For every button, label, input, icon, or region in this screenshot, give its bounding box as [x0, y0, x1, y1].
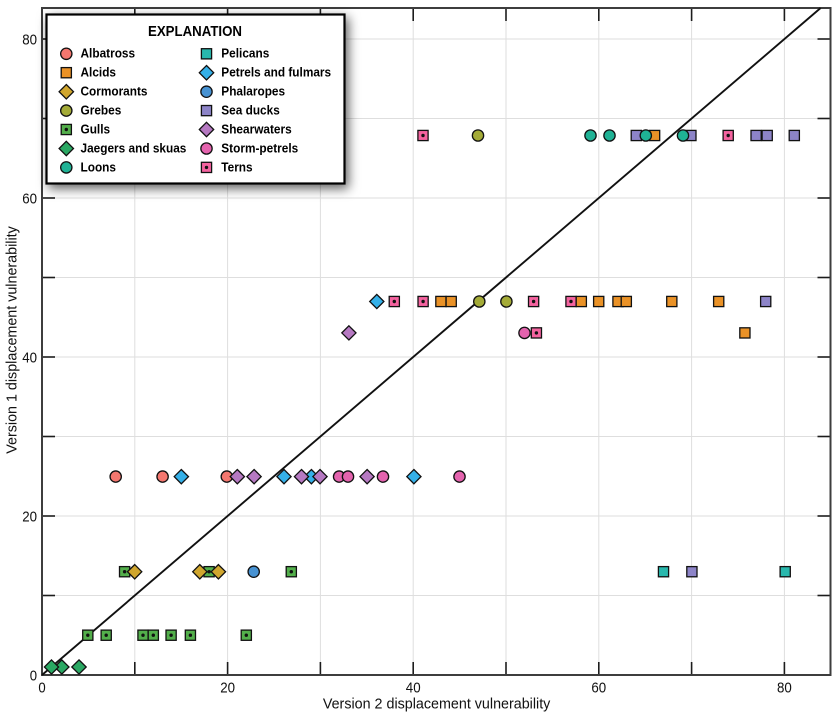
- svg-text:0: 0: [38, 679, 45, 696]
- svg-text:Pelicans: Pelicans: [221, 46, 269, 61]
- svg-text:80: 80: [777, 679, 792, 696]
- svg-text:Storm-petrels: Storm-petrels: [221, 140, 298, 155]
- svg-text:0: 0: [30, 668, 37, 685]
- svg-text:Alcids: Alcids: [81, 65, 117, 80]
- svg-text:Shearwaters: Shearwaters: [221, 121, 291, 136]
- svg-text:EXPLANATION: EXPLANATION: [148, 23, 242, 40]
- svg-text:Sea ducks: Sea ducks: [221, 103, 279, 118]
- svg-text:80: 80: [22, 32, 37, 49]
- svg-text:Grebes: Grebes: [81, 103, 122, 118]
- svg-text:20: 20: [22, 509, 37, 526]
- svg-text:40: 40: [22, 350, 37, 367]
- svg-text:Version 1 displacement vulnera: Version 1 displacement vulnerability: [5, 225, 21, 453]
- svg-text:60: 60: [591, 679, 606, 696]
- svg-text:Albatross: Albatross: [81, 46, 136, 61]
- svg-text:20: 20: [220, 679, 235, 696]
- svg-text:Cormorants: Cormorants: [81, 84, 148, 99]
- svg-text:Loons: Loons: [81, 159, 117, 174]
- svg-text:60: 60: [22, 191, 37, 208]
- svg-text:Petrels and fulmars: Petrels and fulmars: [221, 65, 331, 80]
- svg-text:40: 40: [406, 679, 421, 696]
- svg-text:Gulls: Gulls: [81, 121, 111, 136]
- svg-text:Jaegers and skuas: Jaegers and skuas: [81, 140, 187, 155]
- svg-text:Version 2 displacement vulnera: Version 2 displacement vulnerability: [323, 697, 551, 713]
- svg-text:Phalaropes: Phalaropes: [221, 84, 285, 99]
- svg-text:Terns: Terns: [221, 159, 252, 174]
